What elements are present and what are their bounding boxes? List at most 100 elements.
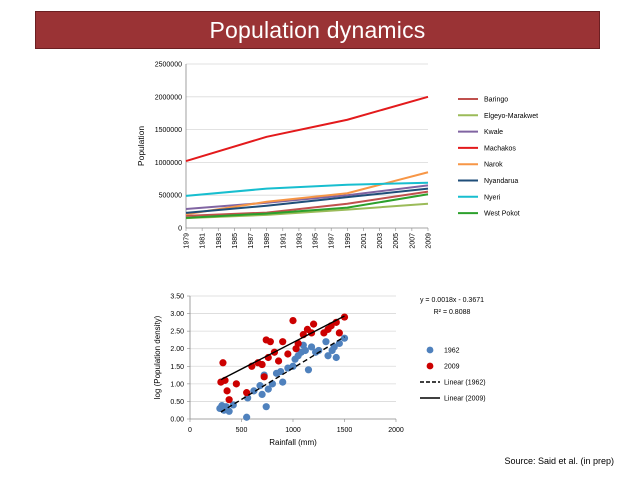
y-tick-label: 1500000 — [155, 127, 182, 134]
page-title: Population dynamics — [209, 16, 426, 43]
scatter-point-2009 — [340, 313, 349, 321]
r-squared: R² = 0.8088 — [434, 309, 471, 316]
legend-label: Elgeyo-Marakwet — [484, 113, 538, 120]
scatter-point-1962 — [256, 382, 264, 390]
scatter-point-1962 — [322, 338, 330, 346]
x-tick-label: 2007 — [409, 233, 416, 249]
y-tick-label: 1.00 — [170, 381, 184, 388]
scatter-point-2009 — [258, 360, 266, 369]
x-tick-label: 2001 — [361, 233, 368, 249]
scatter-point-1962 — [277, 367, 285, 376]
legend-label: Linear (2009) — [444, 396, 486, 403]
legend-label: 2009 — [444, 364, 460, 371]
source-note: Source: Said et al. (in prep) — [504, 456, 614, 466]
y-tick-label: 2500000 — [155, 62, 182, 69]
trendline-linear-1962- — [220, 336, 345, 413]
legend-label: Baringo — [484, 97, 508, 104]
scatter-point-2009 — [260, 373, 268, 381]
x-tick-label: 1993 — [296, 233, 303, 249]
legend-label: 1962 — [444, 348, 460, 355]
x-tick-label: 500 — [236, 427, 248, 434]
legend-marker — [426, 346, 434, 354]
y-tick-label: 3.00 — [170, 311, 184, 318]
scatter-point-2009 — [225, 396, 233, 404]
y-tick-label: 1.50 — [170, 364, 184, 371]
y-tick-label: 0.00 — [170, 417, 184, 424]
scatter-point-1962 — [225, 407, 233, 415]
y-tick-label: 2000000 — [155, 94, 182, 101]
scatter-point-2009 — [274, 357, 283, 365]
scatter-point-1962 — [289, 362, 297, 370]
x-tick-label: 1997 — [329, 233, 336, 249]
scatter-point-2009 — [289, 317, 297, 325]
scatter-point-1962 — [243, 413, 251, 421]
scatter-point-1962 — [307, 343, 316, 351]
scatter-point-1962 — [324, 352, 332, 360]
scatter-point-1962 — [304, 366, 313, 374]
legend-label: West Pokot — [484, 211, 520, 218]
series-line-baringo — [185, 190, 429, 217]
x-tick-label: 1989 — [264, 233, 271, 249]
x-tick-label: 1000 — [285, 427, 301, 434]
y-tick-label: 2.00 — [170, 346, 184, 353]
series-line-kwale — [185, 184, 429, 210]
x-tick-label: 1991 — [280, 233, 287, 249]
scatter-point-2009 — [266, 338, 274, 346]
y-tick-label: 0.50 — [170, 399, 184, 406]
scatter-point-2009 — [223, 387, 231, 395]
x-tick-label: 1987 — [248, 233, 255, 249]
x-tick-label: 1500 — [337, 427, 353, 434]
series-line-machakos — [185, 95, 429, 163]
y-tick-label: 1000000 — [155, 160, 182, 167]
x-tick-label: 2009 — [426, 233, 433, 249]
scatter-point-1962 — [330, 343, 338, 351]
legend-label: Nyandarua — [484, 178, 518, 185]
scatter-point-1962 — [258, 390, 266, 398]
scatter-point-2009 — [335, 329, 343, 337]
regression-equation: y = 0.0018x - 0.3671 — [420, 297, 484, 304]
legend-label: Machakos — [484, 145, 516, 152]
y-axis-title: log (Population density) — [153, 315, 162, 399]
scatter-point-2009 — [279, 338, 287, 346]
series-line-nyeri — [185, 181, 429, 197]
x-tick-label: 2000 — [388, 427, 404, 434]
scatter-point-1962 — [279, 378, 287, 386]
series-line-west-pokot — [185, 193, 429, 219]
x-axis-title: Rainfall (mm) — [269, 438, 317, 447]
x-tick-label: 2005 — [393, 233, 400, 249]
x-tick-label: 1983 — [216, 233, 223, 249]
scatter-point-2009 — [219, 359, 227, 367]
scatter-point-1962 — [264, 385, 272, 393]
scatter-point-1962 — [315, 346, 323, 355]
trendline-linear-2009- — [220, 315, 345, 381]
scatter-point-1962 — [262, 403, 270, 411]
scatter-point-2009 — [294, 339, 302, 348]
legend-label: Narok — [484, 162, 503, 169]
x-tick-label: 2003 — [377, 233, 384, 249]
legend-label: Nyeri — [484, 194, 501, 201]
legend-label: Kwale — [484, 129, 503, 136]
y-tick-label: 0 — [178, 226, 182, 233]
series-line-nyandarua — [185, 187, 429, 214]
x-tick-label: 1995 — [313, 233, 320, 249]
legend-marker — [426, 362, 434, 370]
x-tick-label: 0 — [188, 427, 192, 434]
scatter-point-2009 — [284, 350, 292, 358]
scatter-point-2009 — [232, 380, 240, 388]
y-tick-label: 500000 — [159, 193, 182, 200]
scatter-point-1962 — [332, 353, 340, 362]
y-tick-label: 3.50 — [170, 294, 184, 301]
x-tick-label: 1981 — [200, 233, 207, 249]
scatter-point-1962 — [335, 339, 343, 348]
y-axis-title: Population — [136, 126, 146, 166]
y-tick-label: 2.50 — [170, 329, 184, 336]
scatter-point-2009 — [310, 320, 318, 328]
legend-label: Linear (1962) — [444, 380, 486, 387]
scatter-point-1962 — [301, 346, 309, 355]
x-tick-label: 1999 — [345, 233, 352, 249]
scatter-point-1962 — [340, 334, 349, 342]
x-tick-label: 1985 — [232, 233, 239, 249]
title-banner: Population dynamics — [35, 11, 600, 49]
x-tick-label: 1979 — [184, 233, 191, 249]
